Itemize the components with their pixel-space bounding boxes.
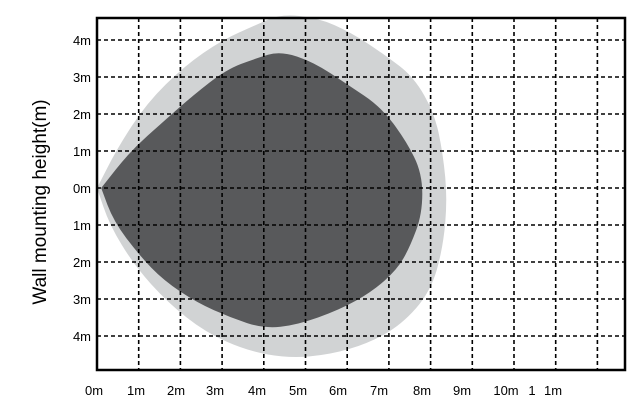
x-tick-label: 4m bbox=[248, 383, 266, 398]
x-tick-label: 5m bbox=[289, 383, 307, 398]
x-tick-label: 7m bbox=[370, 383, 388, 398]
x-tick-label: 1m bbox=[544, 383, 562, 398]
y-tick-label: 2m bbox=[73, 107, 91, 122]
x-tick-label: 10m bbox=[493, 383, 518, 398]
y-tick-label: 0m bbox=[73, 181, 91, 196]
x-tick-label: 1m bbox=[127, 383, 145, 398]
x-tick-label: 2m bbox=[167, 383, 185, 398]
x-tick-label: 0m bbox=[85, 383, 103, 398]
x-tick-label: 9m bbox=[453, 383, 471, 398]
y-tick-label: 4m bbox=[73, 329, 91, 344]
y-tick-label: 2m bbox=[73, 255, 91, 270]
y-tick-label: 3m bbox=[73, 70, 91, 85]
x-tick-labels: 0m 1m 2m 3m 4m 5m 6m 7m 8m 9m 10m 1 1m bbox=[85, 383, 562, 398]
y-tick-label: 1m bbox=[73, 144, 91, 159]
y-tick-label: 4m bbox=[73, 33, 91, 48]
y-tick-label: 1m bbox=[73, 218, 91, 233]
x-tick-label: 3m bbox=[206, 383, 224, 398]
coverage-areas bbox=[97, 15, 447, 357]
y-axis-label: Wall mounting height(m) bbox=[30, 99, 51, 304]
x-tick-label: 8m bbox=[413, 383, 431, 398]
inner-coverage-area bbox=[101, 53, 423, 328]
x-tick-label: 1 bbox=[528, 383, 535, 398]
y-tick-labels: 4m 3m 2m 1m 0m 1m 2m 3m 4m bbox=[73, 33, 91, 344]
plot-frame bbox=[95, 16, 627, 372]
y-tick-label: 3m bbox=[73, 292, 91, 307]
grid-lines bbox=[97, 18, 625, 370]
x-tick-label: 6m bbox=[329, 383, 347, 398]
